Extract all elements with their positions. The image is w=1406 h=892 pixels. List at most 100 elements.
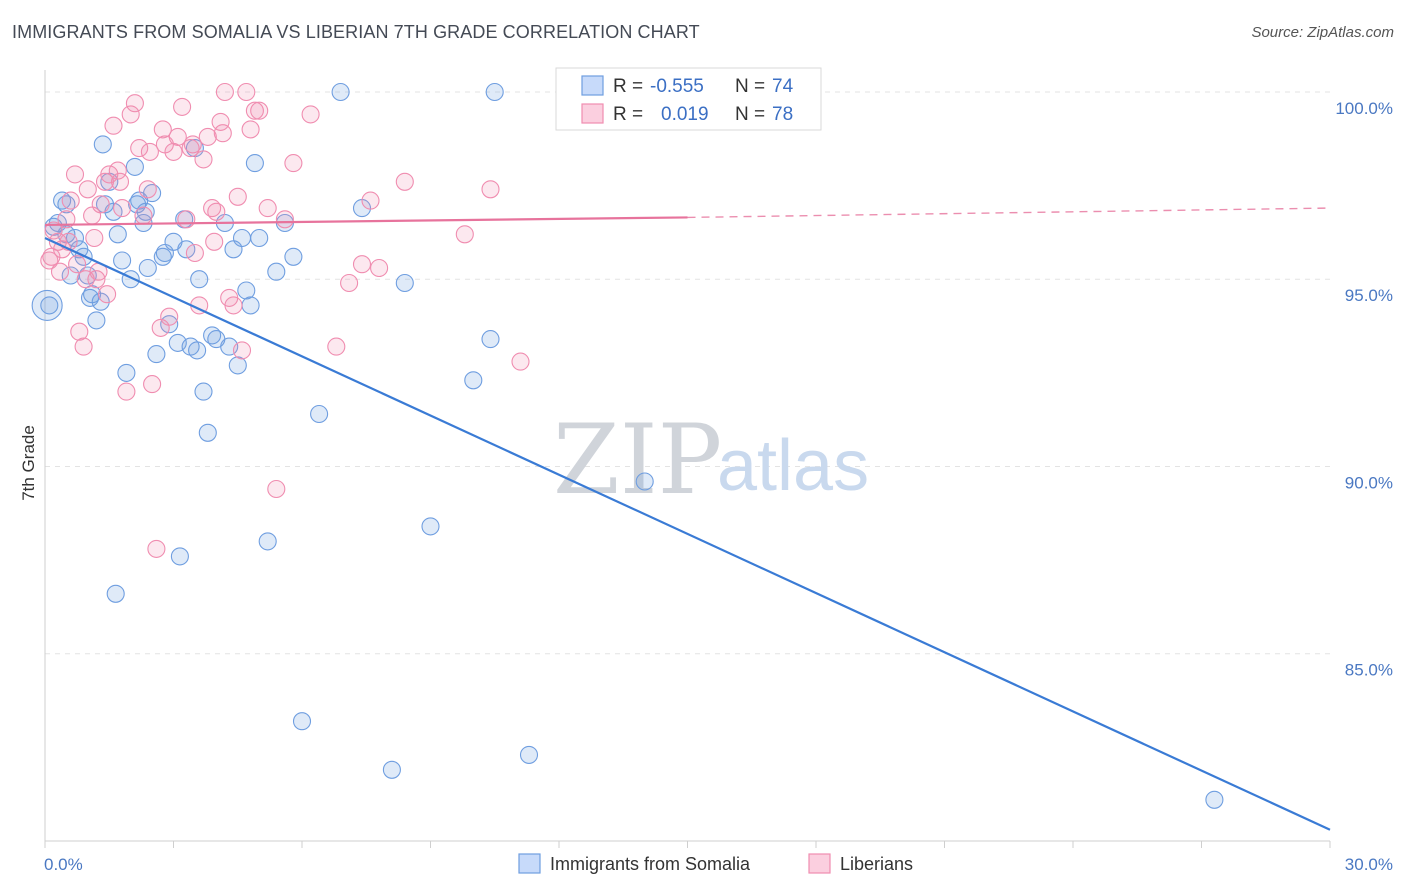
- somalia-point-59: [519, 745, 539, 764]
- bottom-legend-swatch-liberians: [808, 853, 831, 874]
- liberians-point-52: [275, 210, 294, 229]
- liberians-point-70: [98, 285, 117, 304]
- somalia-point-43: [245, 154, 264, 173]
- liberians-point-16: [108, 161, 127, 180]
- x-tick-label-1: 30.0%: [1345, 855, 1393, 874]
- liberians-point-48: [245, 101, 264, 120]
- liberians-point-57: [352, 255, 372, 274]
- y-axis-title: 7th Grade: [19, 425, 38, 501]
- liberians-point-69: [85, 228, 104, 248]
- y-tick-label-0: 85.0%: [1345, 661, 1393, 680]
- liberians-point-62: [481, 180, 500, 199]
- bottom-legend: Immigrants from Somalia Liberians: [518, 853, 913, 874]
- liberians-point-29: [164, 142, 183, 161]
- somalia-point-10: [91, 292, 110, 311]
- somalia-point-57: [481, 330, 500, 349]
- somalia-point-71: [106, 584, 125, 603]
- liberians-point-32: [177, 210, 196, 229]
- liberians-point-8: [74, 337, 93, 356]
- legend-r-value-liberians: 0.019: [661, 104, 709, 125]
- liberians-point-40: [211, 112, 230, 131]
- liberians-point-49: [250, 101, 269, 120]
- somalia-point-53: [382, 760, 401, 779]
- somalia-point-70: [188, 341, 207, 360]
- somalia-point-31: [190, 270, 209, 289]
- liberians-point-55: [327, 337, 346, 356]
- somalia-point-23: [147, 345, 166, 364]
- somalia-point-54: [395, 273, 414, 293]
- liberians-point-75: [205, 232, 224, 251]
- liberians-point-39: [207, 202, 226, 221]
- somalia-point-28: [177, 240, 196, 259]
- watermark-zip: ZIP: [553, 404, 722, 516]
- legend-r-value-somalia: -0.555: [650, 76, 704, 97]
- liberians-point-37: [198, 127, 217, 146]
- legend-swatch-liberians: [581, 103, 604, 124]
- somalia-point-55: [421, 517, 440, 536]
- somalia-point-21: [138, 258, 157, 278]
- trend-lines: [44, 207, 1331, 831]
- somalia-point-46: [267, 262, 286, 281]
- legend-r-label-liberians: R =: [613, 104, 643, 125]
- liberians-point-41: [215, 82, 234, 102]
- liberians-point-58: [361, 191, 380, 210]
- y-tick-labels: 85.0% 90.0% 95.0% 100.0%: [1335, 99, 1393, 680]
- legend-r-label-somalia: R =: [613, 76, 643, 97]
- somalia-point-41: [237, 281, 256, 300]
- liberians-point-12: [91, 195, 110, 214]
- liberians-point-6: [65, 165, 85, 184]
- liberians-point-44: [228, 187, 247, 206]
- liberians-point-18: [117, 382, 136, 401]
- somalia-trend-line: [44, 237, 1331, 831]
- liberians-point-73: [153, 120, 172, 139]
- liberians-point-47: [241, 120, 260, 139]
- legend-swatch-somalia: [581, 75, 604, 96]
- somalia-point-44: [250, 228, 269, 248]
- x-tick-label-0: 0.0%: [44, 855, 83, 874]
- somalia-point-45: [258, 532, 277, 551]
- chart-title: IMMIGRANTS FROM SOMALIA VS LIBERIAN 7TH …: [12, 22, 700, 42]
- somalia-point-58: [485, 82, 504, 102]
- source-credit: Source: ZipAtlas.com: [1251, 24, 1394, 41]
- liberians-point-22: [134, 206, 153, 225]
- liberians-point-60: [395, 172, 414, 191]
- liberians-point-21: [130, 139, 149, 158]
- somalia-point-64: [80, 288, 100, 307]
- somalia-point-48: [284, 247, 303, 266]
- liberians-point-56: [340, 273, 359, 293]
- liberians-point-5: [61, 191, 80, 210]
- liberians-point-1: [44, 221, 63, 240]
- liberians-point-34: [185, 243, 204, 263]
- somalia-point-68: [153, 247, 172, 266]
- data-points: [31, 82, 1224, 809]
- somalia-point-40: [232, 228, 252, 248]
- liberians-point-46: [237, 82, 256, 102]
- liberians-point-45: [232, 341, 252, 360]
- liberians-point-61: [455, 225, 474, 244]
- liberians-point-28: [160, 307, 179, 326]
- liberians-point-72: [140, 142, 159, 161]
- liberians-point-50: [258, 199, 277, 218]
- liberians-point-74: [183, 135, 202, 154]
- liberians-point-19: [121, 105, 140, 124]
- liberians-trend-dashed: [687, 207, 1331, 219]
- somalia-point-39: [228, 356, 247, 375]
- somalia-point-49: [292, 712, 312, 731]
- liberians-point-76: [213, 124, 232, 143]
- liberians-point-15: [104, 116, 123, 135]
- somalia-point-60: [635, 472, 654, 491]
- watermark: ZIP atlas: [553, 404, 869, 516]
- liberians-point-25: [147, 539, 166, 558]
- liberians-point-11: [87, 270, 106, 289]
- somalia-point-65: [93, 135, 112, 154]
- somalia-point-51: [331, 82, 350, 102]
- bottom-legend-swatch-somalia: [518, 853, 541, 874]
- somalia-point-large: [31, 289, 63, 321]
- legend-n-value-liberians: 78: [772, 104, 793, 125]
- liberians-point-30: [168, 127, 187, 146]
- x-tick-labels: 0.0% 30.0%: [44, 855, 1393, 874]
- y-tick-label-2: 95.0%: [1345, 286, 1393, 305]
- liberians-point-9: [78, 180, 97, 199]
- liberians-point-51: [267, 479, 286, 499]
- liberians-point-24: [143, 375, 162, 394]
